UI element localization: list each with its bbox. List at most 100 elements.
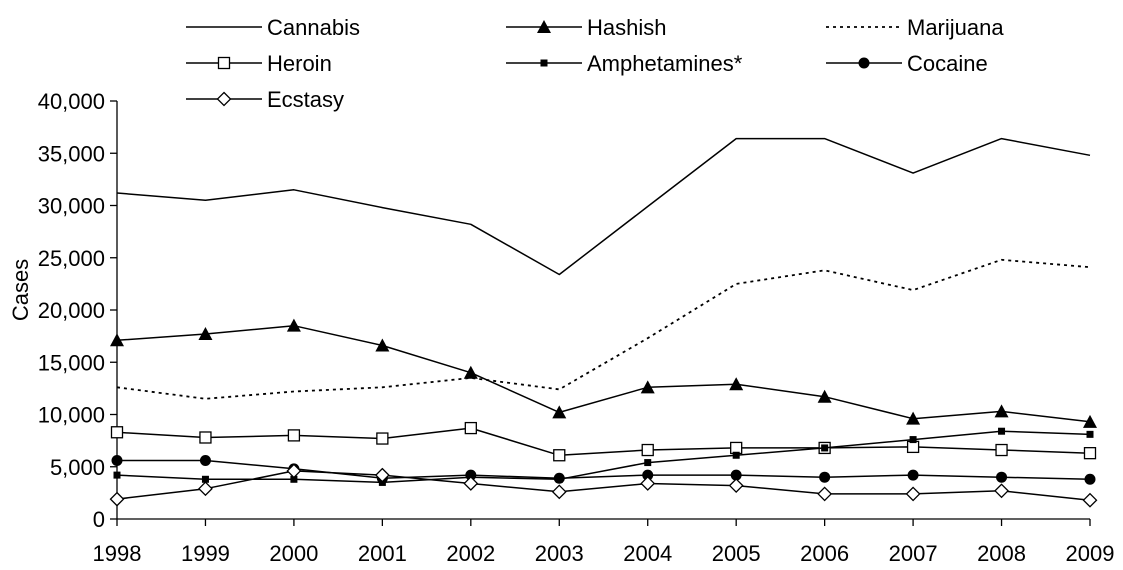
axes: 0 5,000 10,000 15,000 20,000 25,000 30,000 35,0…: [8, 89, 1114, 566]
data-point-hashish: [198, 327, 213, 341]
legend-marker: [858, 57, 870, 69]
legend-entry-cocaine: Cocaine: [826, 51, 988, 76]
data-point-ecstasy: [374, 467, 390, 483]
data-point-amphetamines: [909, 436, 917, 444]
data-point-ecstasy: [728, 478, 744, 493]
legend-marker: [217, 56, 231, 70]
y-tick-label: 40,000: [38, 89, 105, 114]
data-point-heroin: [287, 429, 301, 442]
y-tick-label: 5,000: [50, 455, 105, 480]
x-tick-label: 2001: [358, 541, 407, 566]
series-line-marijuana: [116, 258, 1091, 400]
legend-entry-hashish: Hashish: [506, 15, 666, 40]
data-point-amphetamines: [644, 459, 652, 467]
data-point-hashish: [286, 318, 301, 332]
data-point-ecstasy: [905, 486, 921, 502]
data-point-hashish: [375, 338, 390, 352]
series-layer: [109, 137, 1098, 508]
legend-label: Ecstasy: [267, 87, 344, 112]
series-heroin: [110, 421, 1097, 462]
data-point-heroin: [464, 421, 477, 435]
series-ecstasy: [109, 463, 1098, 508]
legend-marker: [537, 20, 551, 33]
series-line-amphetamines: [116, 430, 1091, 484]
data-point-cocaine: [907, 469, 919, 481]
y-tick-label: 30,000: [38, 194, 105, 219]
x-tick-label: 2007: [889, 541, 938, 566]
data-point-amphetamines: [201, 475, 209, 483]
legend: Cannabis Hashish Marijuana Heroin Amphetamin…: [186, 15, 1004, 112]
data-point-ecstasy: [1082, 492, 1098, 508]
legend-label: Hashish: [587, 15, 666, 40]
y-tick-label: 35,000: [38, 141, 105, 166]
data-point-amphetamines: [998, 427, 1006, 435]
series-marijuana: [116, 258, 1091, 400]
legend-label: Cannabis: [267, 15, 360, 40]
y-tick-label: 25,000: [38, 246, 105, 271]
series-line-cocaine: [117, 459, 1091, 481]
series-line-cannabis: [116, 137, 1091, 276]
data-point-hashish: [110, 333, 124, 347]
data-point-hashish: [994, 404, 1009, 418]
legend-label: Marijuana: [907, 15, 1004, 40]
data-point-cocaine: [111, 454, 123, 466]
series-cannabis: [116, 137, 1091, 276]
legend-entry-ecstasy: Ecstasy: [186, 87, 344, 112]
data-point-heroin: [641, 443, 654, 457]
legend-marker: [216, 91, 232, 107]
legend-label: Amphetamines*: [587, 51, 743, 76]
data-point-cocaine: [199, 454, 211, 466]
legend-entry-heroin: Heroin: [186, 51, 332, 76]
series-line-heroin: [116, 427, 1091, 457]
legend-label: Cocaine: [907, 51, 988, 76]
data-point-hashish: [1083, 414, 1097, 428]
legend-label: Heroin: [267, 51, 332, 76]
data-point-cocaine: [465, 469, 477, 481]
data-point-heroin: [110, 426, 124, 439]
data-point-ecstasy: [551, 484, 567, 500]
x-tick-label: 2009: [1066, 541, 1115, 566]
x-tick-label: 2006: [800, 541, 849, 566]
data-point-ecstasy: [198, 481, 213, 497]
x-tick-label: 2002: [446, 541, 495, 566]
data-point-amphetamines: [732, 451, 740, 459]
legend-entry-cannabis: Cannabis: [186, 15, 360, 40]
data-point-cocaine: [642, 469, 654, 481]
data-point-heroin: [553, 449, 566, 462]
data-point-ecstasy: [463, 476, 479, 491]
data-point-ecstasy: [994, 483, 1009, 499]
x-tick-label: 2003: [535, 541, 584, 566]
x-tick-label: 2004: [623, 541, 672, 566]
legend-entry-marijuana: Marijuana: [826, 15, 1004, 40]
y-tick-label: 0: [93, 507, 105, 532]
data-point-heroin: [199, 431, 212, 444]
data-point-heroin: [376, 432, 389, 445]
data-point-cocaine: [730, 469, 742, 481]
data-point-hashish: [640, 380, 655, 394]
data-point-cocaine: [553, 472, 565, 484]
data-point-amphetamines: [290, 475, 298, 483]
y-tick-label: 20,000: [38, 298, 105, 323]
data-point-hashish: [817, 389, 832, 403]
y-axis-title: Cases: [8, 259, 33, 321]
data-point-heroin: [1083, 447, 1097, 460]
data-point-hashish: [463, 365, 478, 379]
data-point-cocaine: [996, 471, 1008, 483]
data-point-cocaine: [1084, 473, 1096, 485]
series-hashish: [110, 318, 1097, 428]
series-cocaine: [111, 454, 1096, 485]
data-point-cocaine: [819, 471, 831, 483]
data-point-ecstasy: [109, 491, 125, 507]
data-point-amphetamines: [1086, 430, 1094, 438]
legend-entry-amphetamines: Amphetamines*: [506, 51, 743, 76]
y-tick-label: 10,000: [38, 403, 105, 428]
series-line-ecstasy: [116, 470, 1091, 501]
x-tick-label: 2000: [269, 541, 318, 566]
series-line-hashish: [116, 324, 1091, 423]
data-point-ecstasy: [640, 476, 656, 491]
y-tick-label: 15,000: [38, 350, 105, 375]
x-tick-label: 1999: [181, 541, 230, 566]
data-point-ecstasy: [286, 463, 302, 479]
x-tick-label: 2008: [977, 541, 1026, 566]
